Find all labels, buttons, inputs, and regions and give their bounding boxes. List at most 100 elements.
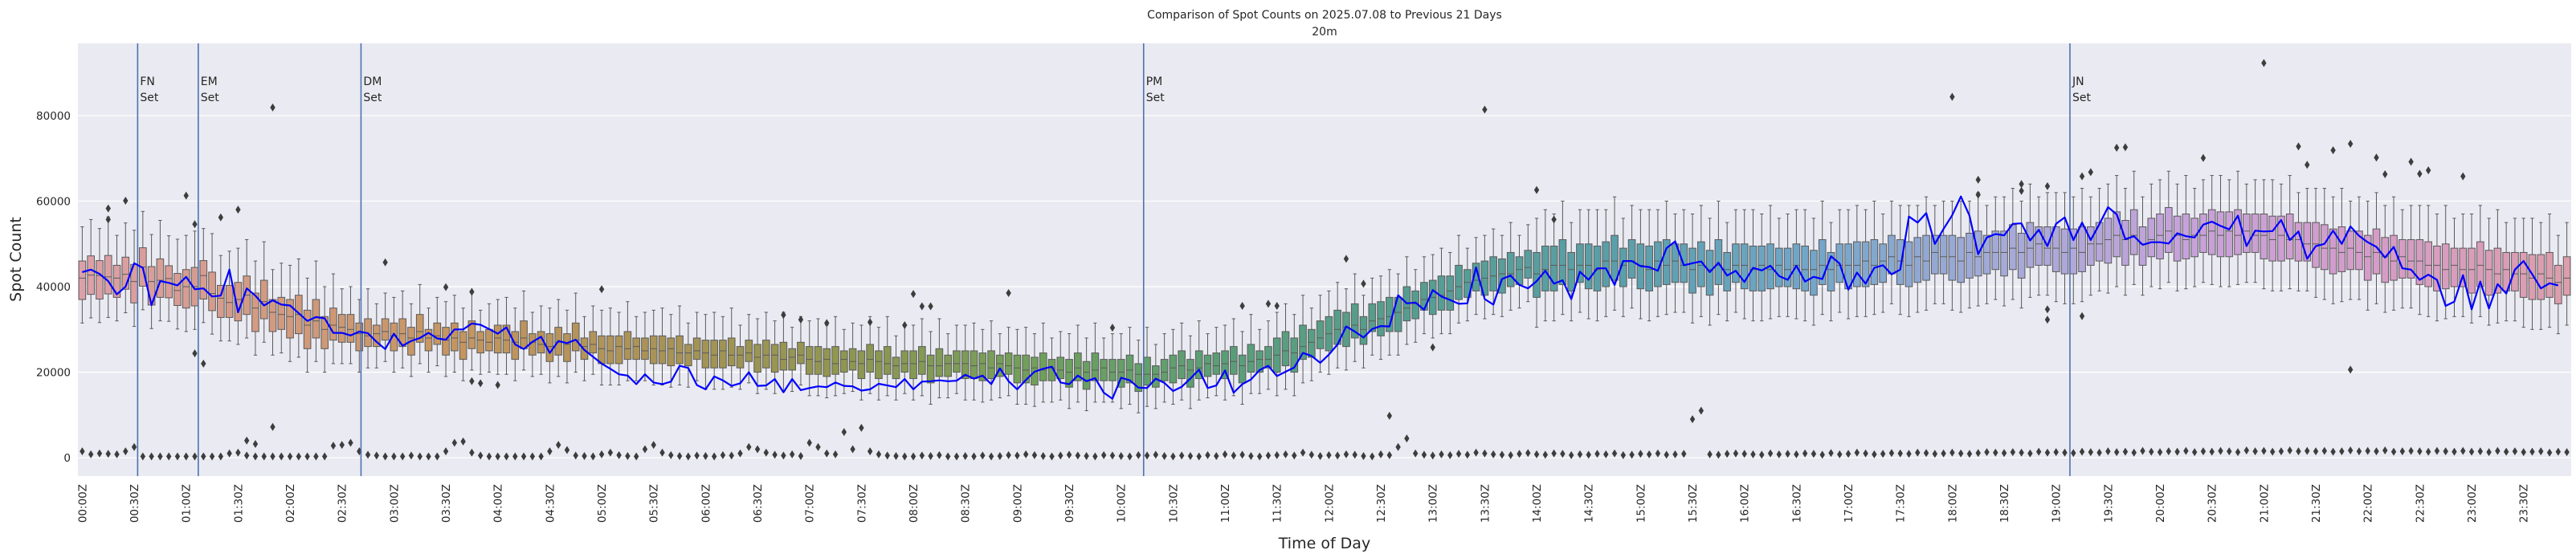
iqr-box xyxy=(1948,234,1957,281)
outlier-point xyxy=(2564,448,2570,457)
box-0 xyxy=(78,226,87,324)
outlier-point xyxy=(2252,447,2258,456)
outlier-point xyxy=(2053,448,2059,457)
box-202 xyxy=(1827,222,1835,322)
outlier-point xyxy=(1750,450,1756,458)
outlier-point xyxy=(469,287,475,296)
outlier-point xyxy=(1984,448,1990,457)
box-143 xyxy=(1316,295,1325,373)
x-tick-label: 14:00Z xyxy=(1531,484,1544,523)
box-111 xyxy=(1039,322,1047,403)
box-266 xyxy=(2381,205,2390,313)
iqr-box xyxy=(1134,363,1143,393)
event-label: EM xyxy=(201,75,218,88)
event-label-set: Set xyxy=(363,92,382,104)
outlier-point xyxy=(1343,255,1349,263)
outlier-point xyxy=(2131,448,2137,457)
iqr-box xyxy=(251,292,259,332)
outlier-point xyxy=(2390,447,2397,456)
box-206 xyxy=(1861,209,1870,317)
iqr-box xyxy=(953,350,961,373)
outlier-point xyxy=(685,452,692,461)
outlier-point xyxy=(2200,153,2207,162)
iqr-box xyxy=(2545,251,2554,298)
iqr-box xyxy=(520,320,528,349)
outlier-point xyxy=(824,449,830,458)
outlier-point xyxy=(2019,448,2024,457)
box-269 xyxy=(2407,205,2415,309)
iqr-box xyxy=(649,335,658,365)
iqr-box xyxy=(1117,359,1125,388)
box-48 xyxy=(493,299,502,375)
box-231 xyxy=(2078,188,2086,303)
outlier-point xyxy=(2227,447,2232,456)
outlier-point xyxy=(1811,450,1817,458)
box-43 xyxy=(451,295,459,373)
box-107 xyxy=(1004,327,1013,397)
box-182 xyxy=(1654,209,1662,317)
outlier-point xyxy=(1196,452,1202,461)
iqr-box xyxy=(1732,243,1740,283)
outlier-point xyxy=(2529,447,2535,456)
outlier-point xyxy=(2408,446,2414,455)
box-220 xyxy=(1982,205,1991,304)
outlier-point xyxy=(1014,451,1020,460)
iqr-box xyxy=(1957,237,1965,283)
outlier-point xyxy=(997,451,1003,460)
box-140 xyxy=(1290,314,1299,397)
box-158 xyxy=(1446,251,1455,335)
iqr-box xyxy=(970,350,978,380)
iqr-box xyxy=(2113,211,2121,258)
iqr-box xyxy=(1178,350,1186,380)
outlier-point xyxy=(763,448,770,457)
outlier-point xyxy=(1274,302,1280,311)
box-74 xyxy=(719,316,727,390)
x-tick-label: 16:30Z xyxy=(1790,484,1803,523)
outlier-point xyxy=(945,452,951,461)
box-263 xyxy=(2355,196,2363,300)
iqr-box xyxy=(745,340,753,362)
x-tick-label: 06:00Z xyxy=(700,484,712,523)
outlier-point xyxy=(2035,447,2042,456)
box-161 xyxy=(1472,237,1480,316)
iqr-box xyxy=(1966,232,1974,279)
iqr-box xyxy=(641,337,649,360)
iqr-box xyxy=(1541,245,1549,291)
box-272 xyxy=(2433,214,2441,322)
box-90 xyxy=(857,324,866,401)
box-82 xyxy=(788,327,796,393)
box-122 xyxy=(1134,340,1143,413)
outlier-point xyxy=(2200,447,2207,456)
box-135 xyxy=(1247,314,1255,394)
outlier-point xyxy=(798,451,804,460)
outlier-point xyxy=(451,438,458,447)
outlier-point xyxy=(2305,446,2310,455)
iqr-box xyxy=(2199,214,2207,253)
iqr-box xyxy=(1091,352,1100,381)
outlier-point xyxy=(1222,450,1228,458)
x-tick-label: 09:00Z xyxy=(1011,484,1024,523)
iqr-box xyxy=(1004,352,1013,375)
outlier-point xyxy=(2347,446,2354,455)
iqr-box xyxy=(840,350,848,373)
box-173 xyxy=(1576,209,1584,313)
event-pm-set: PM Set xyxy=(1142,43,1165,476)
outlier-point xyxy=(2555,447,2562,456)
box-174 xyxy=(1584,209,1593,320)
outlier-point xyxy=(443,447,449,456)
iqr-box xyxy=(2207,209,2216,255)
box-204 xyxy=(1844,209,1852,320)
box-101 xyxy=(953,324,961,394)
event-label: JN xyxy=(2072,75,2084,88)
iqr-box xyxy=(1697,241,1705,287)
box-106 xyxy=(996,333,1004,399)
box-2 xyxy=(96,228,104,324)
x-tick-label: 16:00Z xyxy=(1739,484,1752,523)
box-261 xyxy=(2337,188,2346,303)
outlier-point xyxy=(2174,447,2180,456)
iqr-box xyxy=(2121,220,2129,266)
iqr-box xyxy=(1100,359,1108,381)
iqr-box xyxy=(1255,350,1264,373)
outlier-point xyxy=(798,316,804,324)
x-tick-label: 11:00Z xyxy=(1219,484,1232,523)
